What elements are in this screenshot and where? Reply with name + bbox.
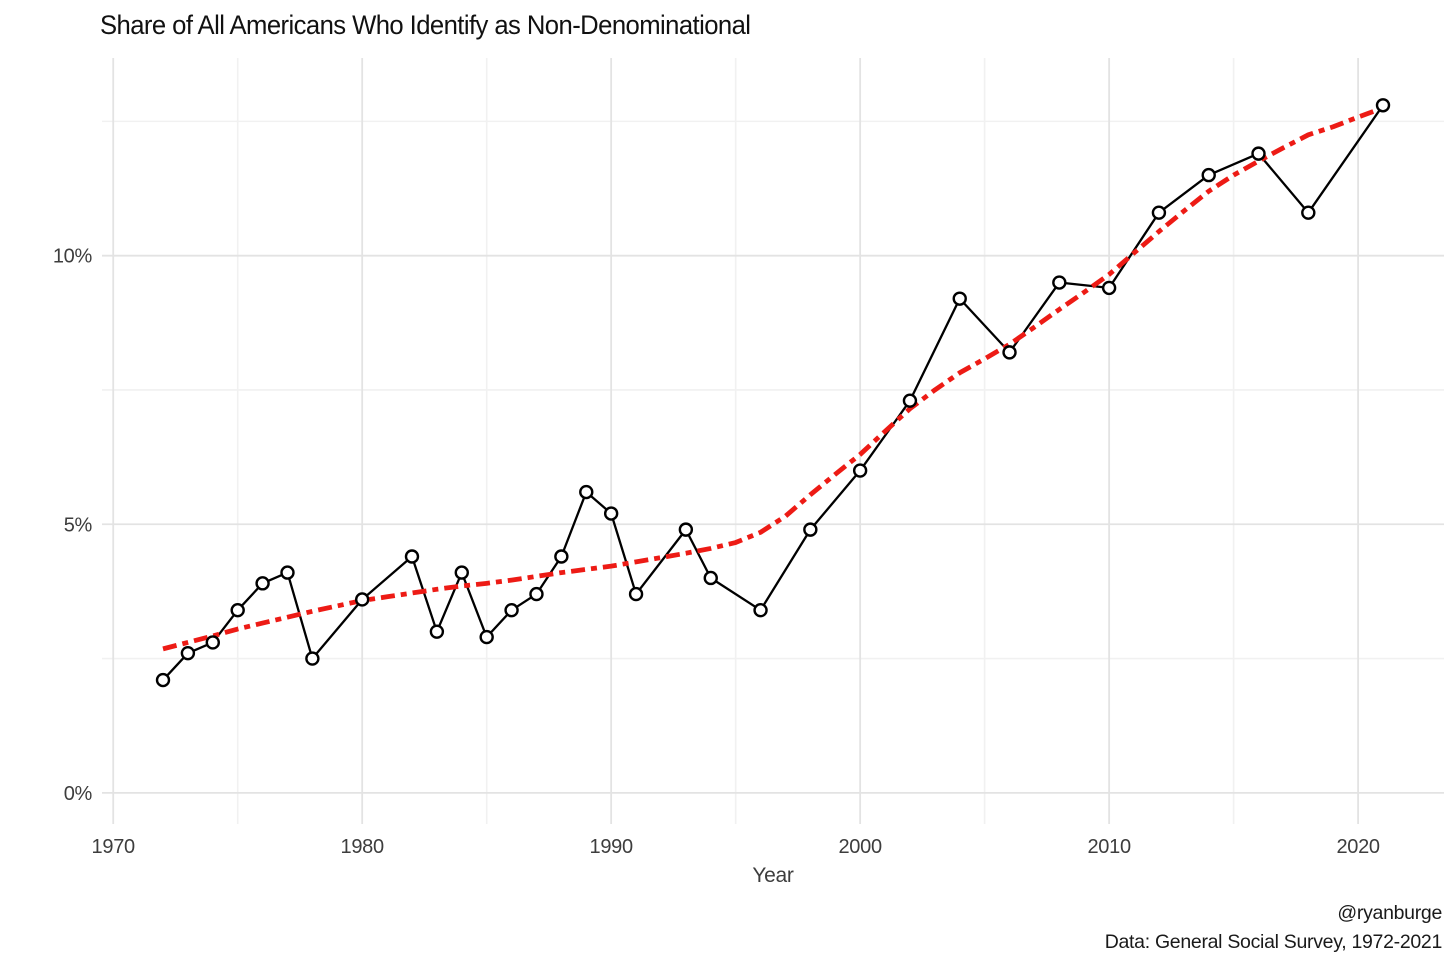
x-tick-label: 1990 [590,836,633,858]
chart-credits: @ryanburge Data: General Social Survey, … [1104,899,1443,958]
data-point-marker [803,522,818,537]
data-point-marker [1052,275,1067,290]
data-point-marker [529,586,544,602]
data-point-marker [205,635,220,650]
x-tick-label: 1980 [341,836,384,858]
data-point-marker [554,549,569,564]
data-point-marker [155,672,171,688]
data-point-marker [579,484,594,500]
data-line [162,104,1384,681]
data-point-marker [280,565,295,580]
data-point-marker [404,549,420,564]
trend-line [162,105,1384,652]
y-tick-label: 5% [64,514,93,536]
credit-handle: @ryanburge [1337,902,1442,924]
x-tick-label: 2010 [1087,836,1130,858]
data-point-marker [504,603,519,618]
data-point-marker [255,576,270,591]
data-point-marker [305,651,320,666]
data-point-marker [1375,98,1391,113]
x-tick-label: 2000 [838,836,881,858]
data-point-marker [1101,280,1117,296]
data-point-marker [678,522,694,537]
credit-source: Data: General Social Survey, 1972-2021 [1104,931,1443,954]
data-point-marker [230,603,245,618]
x-axis-title: Year [752,864,794,887]
x-tick-label: 1970 [92,836,135,858]
data-point-marker [354,592,370,607]
y-tick-label: 10% [53,246,93,268]
data-point-marker [479,629,494,645]
data-point-marker [1201,167,1216,183]
data-point-marker [753,603,768,618]
data-point-marker [1251,146,1266,161]
chart-title: Share of All Americans Who Identify as N… [100,10,751,40]
data-point-marker [429,624,445,639]
x-tick-label: 2020 [1336,836,1379,858]
data-point-marker [454,565,469,580]
data-point-marker [1301,205,1316,220]
data-point-marker [952,291,967,306]
data-point-marker [603,506,619,521]
data-point-marker [1151,205,1167,220]
data-point-marker [902,393,918,408]
y-tick-label: 0% [64,783,93,805]
data-point-marker [852,463,868,478]
data-point-marker [628,586,644,602]
data-point-marker [180,645,196,661]
data-point-marker [1002,345,1017,360]
data-point-marker [703,570,718,586]
